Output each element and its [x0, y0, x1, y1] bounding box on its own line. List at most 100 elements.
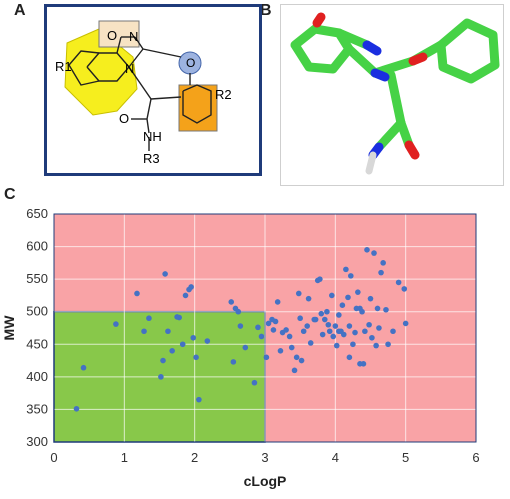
scaffold-diagram-panel: O N N O R1 R2 O NH R3 — [44, 4, 262, 176]
data-point — [352, 329, 358, 336]
data-point — [176, 314, 182, 321]
data-point — [318, 310, 325, 317]
data-point — [258, 333, 265, 340]
data-point — [160, 357, 166, 364]
molecule-3d-model — [290, 12, 500, 175]
x-tick-label: 6 — [472, 450, 479, 465]
y-tick-label: 600 — [26, 239, 48, 254]
data-point — [380, 260, 386, 266]
data-point — [134, 290, 140, 297]
data-point — [188, 284, 194, 290]
data-point — [291, 367, 298, 374]
data-point — [169, 348, 175, 354]
data-point — [329, 292, 335, 299]
data-point — [319, 331, 326, 338]
data-point — [357, 305, 363, 312]
data-point — [402, 320, 409, 327]
atom-nh: NH — [143, 129, 162, 144]
data-point — [73, 405, 80, 412]
data-point — [80, 364, 87, 371]
x-tick-label: 4 — [332, 450, 339, 465]
data-point — [113, 321, 119, 327]
data-point — [383, 306, 389, 313]
y-tick-label: 450 — [26, 336, 48, 351]
data-point — [293, 354, 300, 361]
data-point — [304, 323, 311, 329]
data-point — [336, 328, 342, 335]
data-point — [401, 286, 408, 292]
data-point — [366, 321, 372, 328]
data-point — [297, 315, 303, 322]
data-point — [362, 328, 368, 335]
data-point — [305, 295, 312, 302]
x-tick-label: 1 — [121, 450, 128, 465]
data-point — [367, 295, 374, 302]
data-point — [274, 299, 281, 305]
data-point — [326, 328, 333, 335]
data-point — [146, 315, 152, 322]
data-point — [295, 290, 302, 297]
data-point — [385, 341, 391, 348]
data-point — [395, 279, 402, 286]
atom-o-top: O — [107, 28, 117, 43]
y-tick-label: 550 — [26, 271, 48, 286]
data-point — [286, 333, 293, 340]
data-point — [378, 269, 384, 276]
panel-label-b: B — [260, 2, 272, 19]
data-point — [237, 323, 244, 329]
data-point — [179, 341, 186, 348]
scatter-panel: 0 1 2 3 4 5 6 300 350 400 450 500 550 600 650 cLogP MW — [0, 190, 510, 494]
data-point — [373, 342, 379, 349]
data-point — [228, 299, 235, 305]
data-point — [340, 331, 347, 338]
data-point — [288, 344, 295, 351]
data-point — [324, 308, 330, 315]
data-point — [325, 321, 332, 328]
data-point — [235, 308, 242, 315]
data-point — [371, 250, 377, 256]
data-point — [242, 344, 249, 351]
data-point — [255, 324, 261, 331]
x-tick-label: 5 — [402, 450, 409, 465]
data-point — [348, 273, 354, 279]
x-axis-label: cLogP — [244, 473, 287, 489]
data-point — [317, 276, 323, 282]
data-point — [374, 305, 381, 312]
data-point — [190, 334, 197, 341]
data-point — [360, 361, 367, 367]
mw-clogp-scatter-chart: 0 1 2 3 4 5 6 300 350 400 450 500 550 600 650 cLogP MW — [1, 206, 480, 489]
data-point — [196, 396, 202, 403]
data-point — [251, 379, 258, 386]
data-point — [376, 325, 382, 331]
data-point — [355, 289, 361, 295]
data-point — [272, 318, 279, 325]
y-tick-label: 500 — [26, 304, 48, 319]
data-point — [339, 302, 346, 308]
data-point — [158, 374, 164, 380]
atom-n-lower: N — [125, 61, 134, 76]
data-point — [307, 340, 314, 346]
data-point — [300, 328, 307, 335]
data-point — [364, 247, 370, 253]
plot-border — [53, 213, 477, 443]
data-point — [333, 342, 340, 349]
data-point — [321, 316, 328, 323]
data-point — [265, 320, 272, 327]
y-tick-label: 350 — [26, 401, 48, 416]
data-point — [390, 328, 396, 335]
atom-o-ether: O — [186, 56, 195, 70]
data-point — [277, 348, 284, 354]
atom-o-amide: O — [119, 111, 129, 126]
y-axis-label: MW — [1, 315, 17, 341]
atom-n-ring: N — [129, 29, 138, 44]
substituent-r1: R1 — [55, 59, 72, 74]
x-tick-label: 3 — [261, 450, 268, 465]
stick-model — [290, 12, 500, 175]
data-point — [182, 292, 189, 299]
data-point — [369, 334, 375, 341]
scaffold-bonds — [68, 36, 212, 151]
data-point — [230, 359, 237, 365]
molecule-3d-panel — [280, 4, 504, 186]
data-point — [298, 357, 305, 364]
y-tick-label: 400 — [26, 369, 48, 384]
